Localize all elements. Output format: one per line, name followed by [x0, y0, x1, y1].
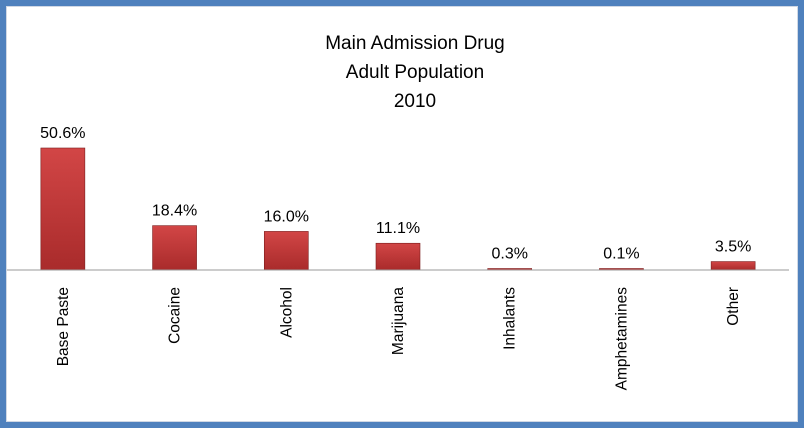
category-label-inhalants: Inhalants: [502, 287, 519, 350]
bar-alcohol: [264, 231, 308, 270]
data-label-other: 3.5%: [715, 239, 751, 256]
data-label-alcohol: 16.0%: [264, 208, 309, 225]
bar-base-paste: [41, 148, 85, 270]
category-label-cocaine: Cocaine: [167, 287, 184, 344]
bar-chart: Main Admission Drug Adult Population 201…: [7, 7, 799, 423]
title-line-3: 2010: [394, 91, 436, 112]
category-label-other: Other: [725, 287, 742, 326]
data-label-base-paste: 50.6%: [40, 125, 85, 142]
category-labels: Base Paste Cocaine Alcohol Marijuana Inhalan…: [55, 287, 742, 391]
data-label-cocaine: 18.4%: [152, 203, 197, 220]
data-label-amphetamines: 0.1%: [603, 246, 639, 263]
category-label-alcohol: Alcohol: [278, 287, 295, 338]
title-line-1: Main Admission Drug: [325, 33, 505, 54]
category-label-amphetamines: Amphetamines: [613, 287, 630, 391]
chart-frame: Main Admission Drug Adult Population 201…: [6, 6, 798, 422]
category-label-base-paste: Base Paste: [55, 287, 72, 366]
bar-cocaine: [153, 226, 197, 270]
bar-series: [41, 148, 755, 270]
data-label-inhalants: 0.3%: [491, 246, 527, 263]
chart-title: Main Admission Drug Adult Population 201…: [325, 33, 505, 112]
bar-other: [711, 262, 755, 270]
bar-marijuana: [376, 243, 420, 270]
data-labels: 50.6% 18.4% 16.0% 11.1% 0.3% 0.1% 3.5%: [40, 125, 751, 263]
title-line-2: Adult Population: [346, 62, 484, 83]
data-label-marijuana: 11.1%: [376, 220, 420, 237]
category-label-marijuana: Marijuana: [390, 287, 407, 355]
